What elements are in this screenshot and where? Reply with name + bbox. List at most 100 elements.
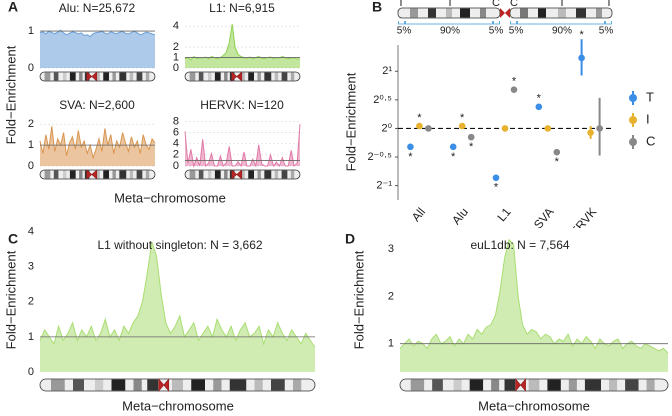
y-tick-label: 0 bbox=[173, 62, 179, 74]
region-label: T bbox=[606, 0, 613, 9]
ideogram-band bbox=[208, 170, 212, 179]
ideogram-band bbox=[136, 72, 143, 81]
panel-label: D bbox=[345, 231, 355, 247]
ideogram-band bbox=[625, 379, 639, 391]
x-tick-label: All bbox=[409, 205, 428, 224]
ideogram-band bbox=[79, 170, 83, 179]
ideogram-band bbox=[528, 379, 540, 391]
area bbox=[40, 126, 155, 166]
ideogram-band bbox=[469, 379, 484, 391]
point bbox=[596, 125, 603, 132]
ideogram-band bbox=[453, 379, 462, 391]
ideogram-band bbox=[480, 8, 486, 18]
ideogram-band bbox=[271, 379, 285, 391]
ideogram-band bbox=[112, 72, 116, 81]
ideogram-band bbox=[69, 72, 76, 81]
region-share: 5% bbox=[599, 26, 614, 37]
region-label: C bbox=[492, 0, 500, 9]
ideogram-band bbox=[446, 8, 452, 18]
y-tick-label: 1 bbox=[28, 139, 34, 151]
ideogram-band bbox=[646, 379, 655, 391]
ideogram-band bbox=[112, 170, 116, 179]
y-tick-label: 0 bbox=[28, 366, 34, 378]
y-tick-label: 3 bbox=[388, 243, 394, 255]
ideogram-band bbox=[95, 72, 100, 81]
ideogram-band bbox=[79, 72, 83, 81]
ideogram-band bbox=[281, 72, 288, 81]
legend-label: T bbox=[646, 89, 654, 104]
ideogram-band bbox=[111, 379, 126, 391]
y-tick-label: 8 bbox=[173, 115, 179, 127]
y-tick-label: 4 bbox=[173, 138, 179, 150]
point bbox=[425, 125, 432, 132]
y-tick-label: 2 bbox=[173, 41, 179, 53]
ideogram-band bbox=[254, 379, 263, 391]
ideogram-band bbox=[229, 379, 247, 391]
ideogram-band bbox=[248, 72, 254, 81]
ideogram-band bbox=[264, 170, 272, 179]
x-axis-title: Meta−chromosome bbox=[122, 398, 234, 413]
ideogram-band bbox=[53, 170, 59, 179]
y-axis-title: Fold−Enrichment bbox=[3, 45, 18, 144]
point bbox=[467, 133, 475, 141]
y-axis-title: Fold−Enrichment bbox=[351, 250, 366, 349]
significance: * bbox=[469, 141, 474, 153]
y-tick-label: 2⁰·⁵ bbox=[373, 94, 392, 106]
y-tick-label: 1 bbox=[388, 338, 394, 350]
significance: * bbox=[460, 112, 465, 124]
chart-title: L1 without singleton: N = 3,662 bbox=[97, 238, 262, 252]
point bbox=[449, 143, 457, 151]
ideogram-band bbox=[191, 379, 205, 391]
ideogram-band bbox=[63, 72, 67, 81]
centromere bbox=[515, 378, 526, 392]
x-tick-label: L1 bbox=[494, 205, 514, 224]
significance: * bbox=[579, 29, 584, 41]
legend-label: C bbox=[646, 133, 655, 148]
point bbox=[578, 54, 585, 62]
bracket bbox=[405, 21, 493, 25]
ideogram-band bbox=[119, 170, 127, 179]
x-axis-title: Meta−chromosome bbox=[114, 190, 226, 205]
ideogram-band bbox=[432, 379, 443, 391]
y-tick-label: 2⁻⁰·⁵ bbox=[367, 151, 392, 163]
ideogram-band bbox=[103, 72, 109, 81]
y-tick-label: 4 bbox=[28, 225, 34, 237]
region-label: I bbox=[448, 0, 451, 9]
ideogram-band bbox=[240, 72, 245, 81]
ideogram-band bbox=[53, 72, 59, 81]
ideogram-band bbox=[214, 170, 221, 179]
area bbox=[400, 239, 668, 372]
significance: * bbox=[417, 112, 422, 124]
significance: * bbox=[512, 76, 517, 88]
ideogram-band bbox=[189, 72, 196, 81]
y-tick-label: 1 bbox=[28, 331, 34, 343]
ideogram-band bbox=[410, 8, 418, 18]
chart-title: SVA: N=2,600 bbox=[59, 98, 135, 112]
ideogram-band bbox=[189, 170, 196, 179]
y-tick-label: 2 bbox=[173, 149, 179, 161]
significance: * bbox=[537, 93, 542, 105]
ideogram-band bbox=[145, 72, 150, 81]
line bbox=[39, 126, 156, 160]
point bbox=[587, 129, 594, 136]
ideogram-band bbox=[95, 170, 100, 179]
ideogram-band bbox=[172, 379, 183, 391]
ideogram-band bbox=[596, 8, 602, 18]
area bbox=[40, 30, 155, 68]
ideogram-band bbox=[293, 379, 302, 391]
centromere bbox=[231, 71, 243, 82]
y-tick-label: 3 bbox=[28, 261, 34, 273]
point bbox=[501, 125, 509, 132]
line bbox=[399, 238, 669, 354]
line bbox=[184, 124, 301, 168]
y-tick-label: 0 bbox=[28, 160, 34, 172]
y-tick-label: 0 bbox=[173, 160, 179, 172]
ideogram-band bbox=[290, 72, 295, 81]
ideogram-band bbox=[257, 72, 261, 81]
ideogram-band bbox=[208, 72, 212, 81]
y-tick-label: 1 bbox=[173, 51, 179, 63]
y-tick-label: 2⁻¹ bbox=[376, 180, 392, 192]
panel-label: B bbox=[372, 0, 382, 15]
chart-title: HERVK: N=120 bbox=[200, 98, 284, 112]
ideogram-band bbox=[428, 8, 436, 18]
